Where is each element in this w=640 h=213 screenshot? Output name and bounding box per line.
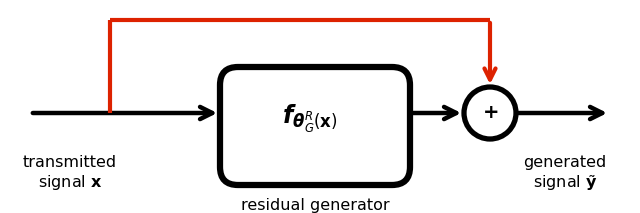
FancyBboxPatch shape <box>220 67 410 185</box>
Circle shape <box>464 87 516 139</box>
Text: generated
signal $\tilde{\mathbf{y}}$: generated signal $\tilde{\mathbf{y}}$ <box>524 155 607 193</box>
Text: transmitted
signal $\mathbf{x}$: transmitted signal $\mathbf{x}$ <box>23 155 117 192</box>
Text: $\mathbf{+}$: $\mathbf{+}$ <box>482 102 498 121</box>
Text: $\boldsymbol{f}_{\boldsymbol{\theta}_G^R(\mathbf{x})}$: $\boldsymbol{f}_{\boldsymbol{\theta}_G^R… <box>282 103 338 135</box>
Text: residual generator: residual generator <box>241 198 389 213</box>
